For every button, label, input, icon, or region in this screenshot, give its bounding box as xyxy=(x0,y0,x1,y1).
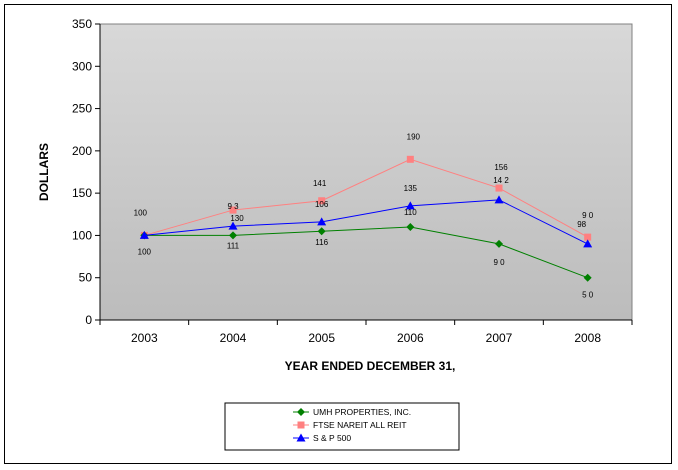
data-label: 100 xyxy=(134,208,148,217)
data-label: 190 xyxy=(407,132,421,141)
legend-box xyxy=(224,402,460,451)
data-label: 14 2 xyxy=(493,176,509,185)
legend-label: FTSE NAREIT ALL REIT xyxy=(313,420,407,430)
data-label: 156 xyxy=(494,163,508,172)
legend-label: UMH PROPERTIES, INC. xyxy=(313,407,411,417)
y-axis-title: DOLLARS xyxy=(37,143,51,201)
data-point xyxy=(317,227,326,236)
data-labels: 100 111 116 110 9 0 5 0 100 130 141 190 156 98 9 3 10… xyxy=(134,132,594,299)
data-label: 9 3 xyxy=(227,202,239,211)
data-label: 130 xyxy=(230,214,244,223)
data-label: 5 0 xyxy=(582,291,594,300)
data-point xyxy=(317,217,327,226)
series-layer xyxy=(139,155,593,282)
data-point xyxy=(583,239,593,248)
x-tick-label: 2004 xyxy=(220,331,247,345)
x-axis: 2003 2004 2005 2006 2007 2008 xyxy=(99,319,633,345)
data-point xyxy=(495,184,503,192)
series-line xyxy=(144,158,588,238)
x-tick-label: 2005 xyxy=(308,331,335,345)
x-tick-label: 2006 xyxy=(397,331,424,345)
x-tick-label: 2007 xyxy=(486,331,513,345)
data-label: 110 xyxy=(404,208,417,217)
data-point xyxy=(406,222,415,231)
data-point xyxy=(406,155,414,163)
data-label: 141 xyxy=(313,179,327,188)
plot-area xyxy=(99,23,633,321)
y-tick-label: 300 xyxy=(72,59,92,73)
series-line xyxy=(144,199,588,245)
data-point xyxy=(584,233,592,241)
y-axis: 0 50 100 150 200 250 300 350 xyxy=(72,17,101,327)
data-label: 100 xyxy=(138,247,152,256)
x-axis-title: YEAR ENDED DECEMBER 31, xyxy=(285,359,456,373)
y-tick-label: 200 xyxy=(72,144,92,158)
data-point xyxy=(228,221,238,230)
legend-marker xyxy=(297,421,305,429)
data-label: 9 0 xyxy=(582,211,594,220)
data-label: 9 0 xyxy=(493,258,505,267)
y-tick-label: 50 xyxy=(79,271,93,285)
legend: UMH PROPERTIES, INC. FTSE NAREIT ALL REIT… xyxy=(224,402,460,451)
x-tick-label: 2003 xyxy=(131,331,158,345)
y-tick-label: 0 xyxy=(85,313,92,327)
data-label: 116 xyxy=(315,238,328,247)
data-point xyxy=(229,206,237,214)
data-point xyxy=(405,201,415,210)
chart-frame xyxy=(4,4,672,464)
y-tick-label: 250 xyxy=(72,102,92,116)
data-point xyxy=(318,197,326,205)
data-label: 111 xyxy=(227,241,240,250)
data-point xyxy=(583,273,592,282)
legend-marker xyxy=(297,408,305,416)
x-tick-label: 2008 xyxy=(574,331,601,345)
data-point xyxy=(229,231,237,240)
legend-label: S & P 500 xyxy=(313,433,351,443)
data-label: 135 xyxy=(404,184,418,193)
y-tick-label: 100 xyxy=(72,228,92,242)
data-label: 106 xyxy=(315,200,329,209)
y-tick-label: 350 xyxy=(72,17,92,31)
data-point xyxy=(139,230,149,239)
data-point xyxy=(494,195,504,204)
data-label: 98 xyxy=(577,220,586,229)
y-tick-label: 150 xyxy=(72,186,92,200)
data-point xyxy=(495,239,503,248)
legend-marker xyxy=(296,433,306,442)
series-line xyxy=(144,226,588,279)
